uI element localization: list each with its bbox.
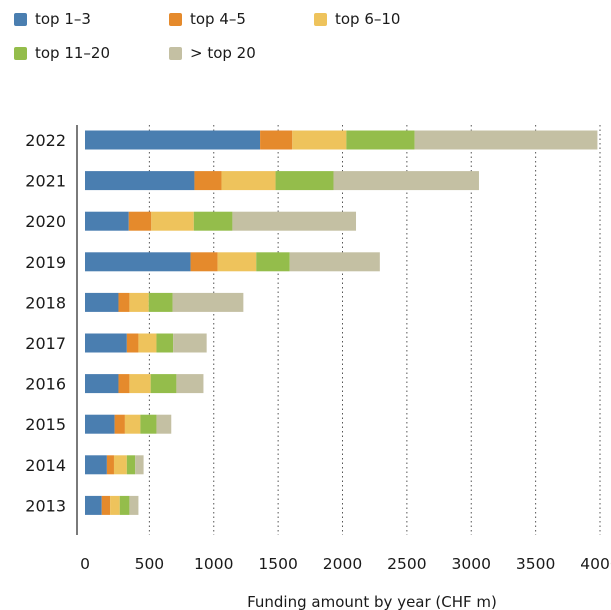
bar-segment — [414, 130, 598, 150]
bar-segment — [126, 455, 136, 475]
bar-segment — [292, 130, 347, 150]
legend: top 1–3 top 4–5 top 6–10 top 11–20 > top 20 — [14, 10, 604, 66]
bar-segment — [221, 171, 276, 191]
bar-segment — [172, 292, 244, 312]
bar-segment — [124, 414, 141, 434]
x-tick-label: 4000 — [580, 555, 611, 573]
legend-item: top 4–5 — [169, 10, 246, 28]
legend-swatch — [14, 12, 27, 26]
bar-segment — [156, 333, 174, 353]
bar-segment — [113, 455, 127, 475]
y-tick-label: 2015 — [25, 415, 66, 434]
bar-segment — [85, 130, 261, 150]
bar-segment — [85, 211, 129, 231]
bar-segment — [126, 333, 139, 353]
x-tick-label: 2000 — [323, 555, 362, 573]
bar-segment — [333, 171, 479, 191]
bar-segment — [129, 495, 139, 515]
bar-segment — [190, 252, 218, 272]
bar-segment — [193, 211, 233, 231]
bar-segment — [85, 252, 191, 272]
y-tick-label: 2019 — [25, 253, 66, 272]
legend-label: top 1–3 — [35, 10, 91, 28]
bar-segment — [85, 414, 115, 434]
bar-segment — [128, 211, 152, 231]
bar-segment — [256, 252, 290, 272]
y-tick-label: 2022 — [25, 131, 66, 150]
x-tick-label: 1000 — [194, 555, 233, 573]
legend-label: top 4–5 — [190, 10, 246, 28]
bar-segment — [85, 374, 119, 394]
y-tick-label: 2020 — [25, 212, 66, 231]
bar-segment — [217, 252, 257, 272]
bar-segment — [173, 333, 207, 353]
bar-segment — [275, 171, 334, 191]
x-tick-label: 3000 — [452, 555, 491, 573]
bar-segment — [85, 292, 119, 312]
legend-label: > top 20 — [190, 44, 256, 62]
bar-segment — [156, 414, 172, 434]
bar-segment — [106, 455, 114, 475]
legend-item: top 1–3 — [14, 10, 91, 28]
bar-segment — [194, 171, 222, 191]
legend-label: top 11–20 — [35, 44, 111, 62]
bar-segment — [101, 495, 111, 515]
bar-segment — [119, 495, 130, 515]
bar-segment — [85, 455, 107, 475]
bar-segment — [346, 130, 415, 150]
y-tick-label: 2013 — [25, 496, 66, 515]
legend-item: top 6–10 — [314, 10, 400, 28]
x-tick-label: 3500 — [516, 555, 555, 573]
legend-swatch — [169, 46, 182, 60]
legend-swatch — [169, 12, 182, 26]
bar-segment — [232, 211, 357, 231]
x-tick-label: 500 — [135, 555, 165, 573]
y-tick-label: 2016 — [25, 375, 66, 394]
y-tick-label: 2018 — [25, 293, 66, 312]
bar-segment — [129, 292, 149, 312]
bar-segment — [85, 171, 195, 191]
y-tick-label: 2017 — [25, 334, 66, 353]
legend-swatch — [14, 46, 27, 60]
legend-swatch — [314, 12, 327, 26]
bar-segment — [289, 252, 380, 272]
legend-label: top 6–10 — [335, 10, 401, 28]
bar-segment — [148, 292, 173, 312]
bar-segment — [129, 374, 151, 394]
bar-segment — [138, 333, 157, 353]
bar-segment — [85, 495, 102, 515]
y-tick-label: 2021 — [25, 172, 66, 191]
bar-segment — [260, 130, 293, 150]
legend-item: > top 20 — [169, 44, 256, 62]
bar-segment — [114, 414, 125, 434]
x-tick-label: 1500 — [258, 555, 297, 573]
y-tick-label: 2014 — [25, 456, 66, 475]
bar-segment — [118, 374, 130, 394]
bar-segment — [176, 374, 204, 394]
bar-segment — [151, 211, 194, 231]
bar-segment — [135, 455, 144, 475]
bar-segment — [110, 495, 120, 515]
bar-segment — [150, 374, 177, 394]
bar-segment — [118, 292, 130, 312]
x-axis-title: Funding amount by year (CHF m) — [247, 593, 497, 610]
legend-item: top 11–20 — [14, 44, 110, 62]
bar-segment — [85, 333, 127, 353]
x-tick-label: 0 — [80, 555, 90, 573]
bar-segment — [140, 414, 157, 434]
x-tick-label: 2500 — [387, 555, 426, 573]
